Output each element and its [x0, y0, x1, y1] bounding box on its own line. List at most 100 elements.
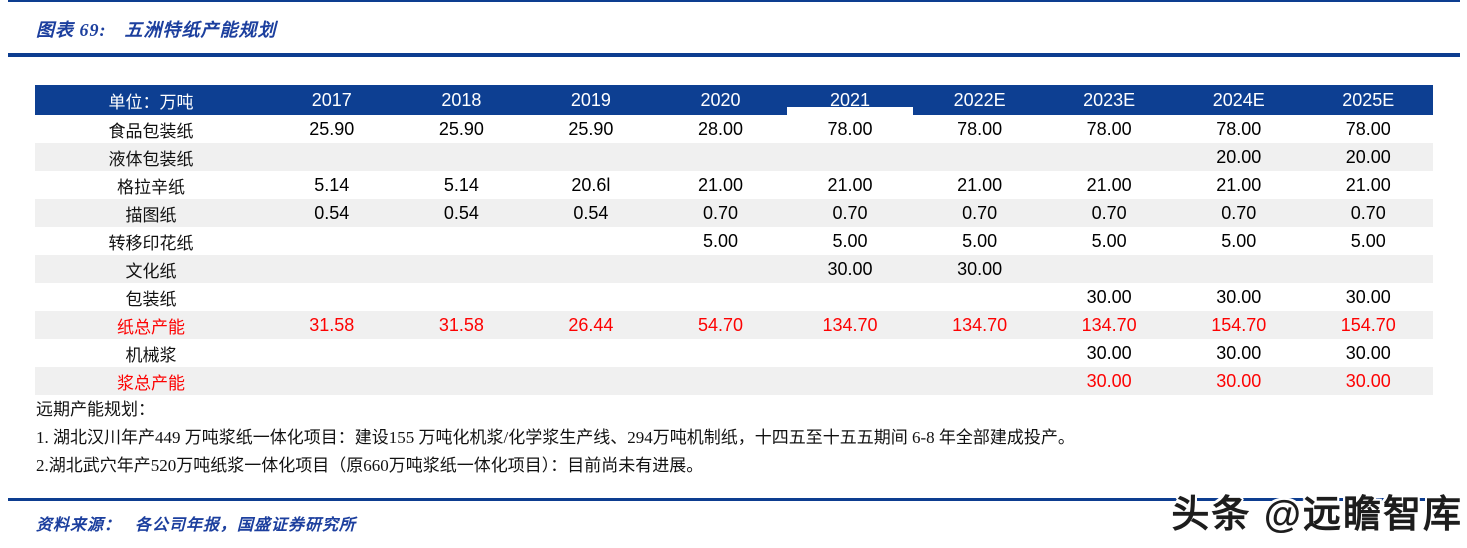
year-header-cell: 2019	[570, 89, 611, 110]
value-cell: 30.00	[1345, 286, 1391, 307]
table-row: 纸总产能 31.58 31.58 26.44 54.70 134.70 134.70 134.…	[35, 311, 1433, 339]
row-label: 包装纸	[125, 289, 177, 309]
value-cell: 31.58	[309, 314, 355, 335]
value-cell: 5.00	[1350, 230, 1386, 251]
row-label: 机械浆	[125, 345, 177, 365]
year-header-cell: 2020	[700, 89, 741, 110]
value-cell: 134.70	[952, 314, 1008, 335]
value-cell: 21.00	[827, 174, 873, 195]
note-item-2: 2.湖北武穴年产520万吨纸浆一体化项目（原660万吨浆纸一体化项目）：目前尚未…	[36, 456, 704, 475]
year-header-cell: 2021	[785, 85, 915, 115]
year-header-cell: 2024E	[1212, 89, 1265, 110]
source-text: 各公司年报，国盛证券研究所	[135, 517, 357, 534]
table-header-row: 单位：万吨 2017 2018 2019 2020 2021 2022E 2023E 2024…	[35, 85, 1433, 115]
source-divider	[8, 498, 1460, 501]
source-prefix: 资料来源：	[36, 517, 122, 534]
value-cell: 5.00	[1091, 230, 1127, 251]
note-item-1: 1. 湖北汉川年产449 万吨浆纸一体化项目：建设155 万吨化机浆/化学浆生产…	[36, 428, 1075, 447]
value-cell: 30.00	[1216, 286, 1262, 307]
value-cell: 30.00	[1086, 286, 1132, 307]
value-cell: 0.54	[314, 202, 350, 223]
figure-title: 图表 69: 五洲特纸产能规划	[36, 16, 277, 42]
value-cell: 5.14	[314, 174, 350, 195]
year-header-cell: 2022E	[953, 89, 1006, 110]
unit-header-cell: 单位：万吨	[108, 92, 194, 112]
watermark: 头条 @远瞻智库	[1171, 494, 1463, 536]
value-cell: 30.00	[1086, 370, 1132, 391]
row-label: 转移印花纸	[108, 233, 194, 253]
value-cell: 30.00	[1345, 370, 1391, 391]
value-cell: 26.44	[568, 314, 614, 335]
row-label: 文化纸	[125, 261, 177, 281]
value-cell: 21.00	[1216, 174, 1262, 195]
figure-number-label: 图表 69:	[36, 20, 107, 40]
value-cell: 0.54	[443, 202, 479, 223]
value-cell: 78.00	[957, 118, 1003, 139]
table-row: 描图纸 0.54 0.54 0.54 0.70 0.70 0.70 0.70 0.70 0.70	[35, 199, 1433, 227]
value-cell: 154.70	[1211, 314, 1267, 335]
value-cell: 0.70	[702, 202, 738, 223]
table-row: 转移印花纸 5.00 5.00 5.00 5.00 5.00 5.00	[35, 227, 1433, 255]
value-cell: 78.00	[1086, 118, 1132, 139]
value-cell: 25.90	[568, 118, 614, 139]
value-cell: 5.00	[702, 230, 738, 251]
row-label: 浆总产能	[117, 373, 185, 393]
value-cell: 78.00	[1345, 118, 1391, 139]
value-cell: 0.70	[1221, 202, 1257, 223]
value-cell: 20.00	[1345, 146, 1391, 167]
value-cell: 30.00	[827, 258, 873, 279]
row-label: 食品包装纸	[108, 121, 194, 141]
figure-title-text: 五洲特纸产能规划	[124, 20, 277, 40]
value-cell: 31.58	[438, 314, 484, 335]
table-row: 浆总产能 30.00 30.00 30.00	[35, 367, 1433, 395]
value-cell: 0.54	[573, 202, 609, 223]
value-cell: 25.90	[309, 118, 355, 139]
notes-heading: 远期产能规划：	[36, 400, 155, 419]
table-row: 机械浆 30.00 30.00 30.00	[35, 339, 1433, 367]
value-cell: 5.00	[832, 230, 868, 251]
top-divider	[8, 0, 1460, 2]
value-cell: 134.70	[1081, 314, 1137, 335]
value-cell: 21.00	[697, 174, 743, 195]
value-cell: 21.00	[1086, 174, 1132, 195]
value-cell: 0.70	[1350, 202, 1386, 223]
table-row: 食品包装纸 25.90 25.90 25.90 28.00 78.00 78.00 78.00…	[35, 115, 1433, 143]
value-cell: 28.00	[697, 118, 743, 139]
value-cell: 134.70	[822, 314, 878, 335]
value-cell: 20.00	[1216, 146, 1262, 167]
value-cell: 5.00	[962, 230, 998, 251]
year-header-cell: 2017	[311, 89, 352, 110]
year-header-cell: 2018	[441, 89, 482, 110]
value-cell: 25.90	[438, 118, 484, 139]
capacity-table-body: 食品包装纸 25.90 25.90 25.90 28.00 78.00 78.00 78.00…	[35, 115, 1433, 395]
value-cell: 30.00	[1345, 342, 1391, 363]
year-header-cell: 2023E	[1083, 89, 1136, 110]
value-cell: 30.00	[1216, 342, 1262, 363]
row-label: 格拉辛纸	[117, 177, 185, 197]
table-row: 文化纸 30.00 30.00	[35, 255, 1433, 283]
value-cell: 5.00	[1221, 230, 1257, 251]
value-cell: 30.00	[1216, 370, 1262, 391]
value-cell: 30.00	[957, 258, 1003, 279]
table-row: 包装纸 30.00 30.00 30.00	[35, 283, 1433, 311]
year-header-cell: 2025E	[1342, 89, 1395, 110]
row-label: 纸总产能	[117, 317, 185, 337]
value-cell: 21.00	[1345, 174, 1391, 195]
row-label: 描图纸	[125, 205, 177, 225]
value-cell: 78.00	[1216, 118, 1262, 139]
value-cell: 0.70	[832, 202, 868, 223]
value-cell: 21.00	[957, 174, 1003, 195]
value-cell: 154.70	[1340, 314, 1396, 335]
value-cell: 30.00	[1086, 342, 1132, 363]
value-cell: 20.6l	[571, 174, 611, 195]
value-cell: 0.70	[962, 202, 998, 223]
value-cell: 0.70	[1091, 202, 1127, 223]
notes-block: 远期产能规划： 1. 湖北汉川年产449 万吨浆纸一体化项目：建设155 万吨化…	[36, 396, 1436, 480]
title-divider	[8, 53, 1460, 57]
source-line: 资料来源： 各公司年报，国盛证券研究所	[36, 511, 356, 535]
capacity-table: 单位：万吨 2017 2018 2019 2020 2021 2022E 2023E 2024…	[35, 85, 1433, 395]
value-cell: 78.00	[827, 118, 873, 139]
row-label: 液体包装纸	[108, 149, 194, 169]
value-cell: 5.14	[443, 174, 479, 195]
table-row: 液体包装纸 20.00 20.00	[35, 143, 1433, 171]
